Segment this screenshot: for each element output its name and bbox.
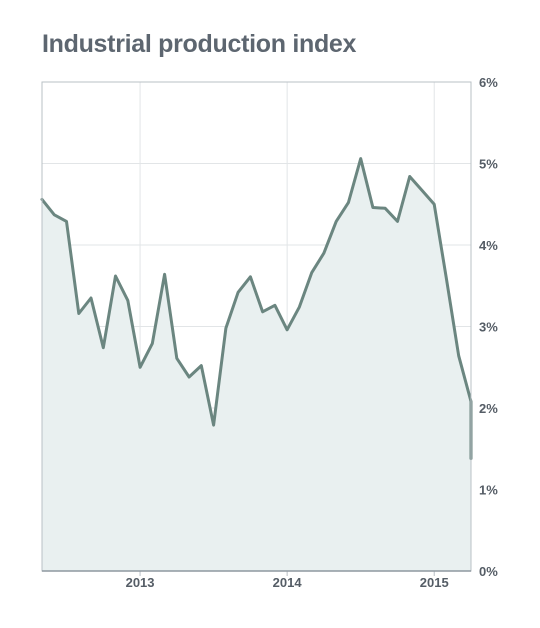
x-tick-label: 2015 xyxy=(420,575,449,590)
x-tick-label: 2014 xyxy=(273,575,303,590)
y-tick-label: 5% xyxy=(479,157,498,172)
series-area xyxy=(42,158,471,571)
y-tick-label: 6% xyxy=(479,75,498,90)
y-tick-label: 3% xyxy=(479,320,498,335)
series-line xyxy=(40,157,473,460)
chart-title: Industrial production index xyxy=(42,30,357,58)
y-tick-label: 1% xyxy=(479,483,498,498)
y-tick-label: 0% xyxy=(479,564,498,579)
y-tick-label: 2% xyxy=(479,401,498,416)
y-tick-label: 4% xyxy=(479,238,498,253)
x-tick-label: 2013 xyxy=(126,575,155,590)
